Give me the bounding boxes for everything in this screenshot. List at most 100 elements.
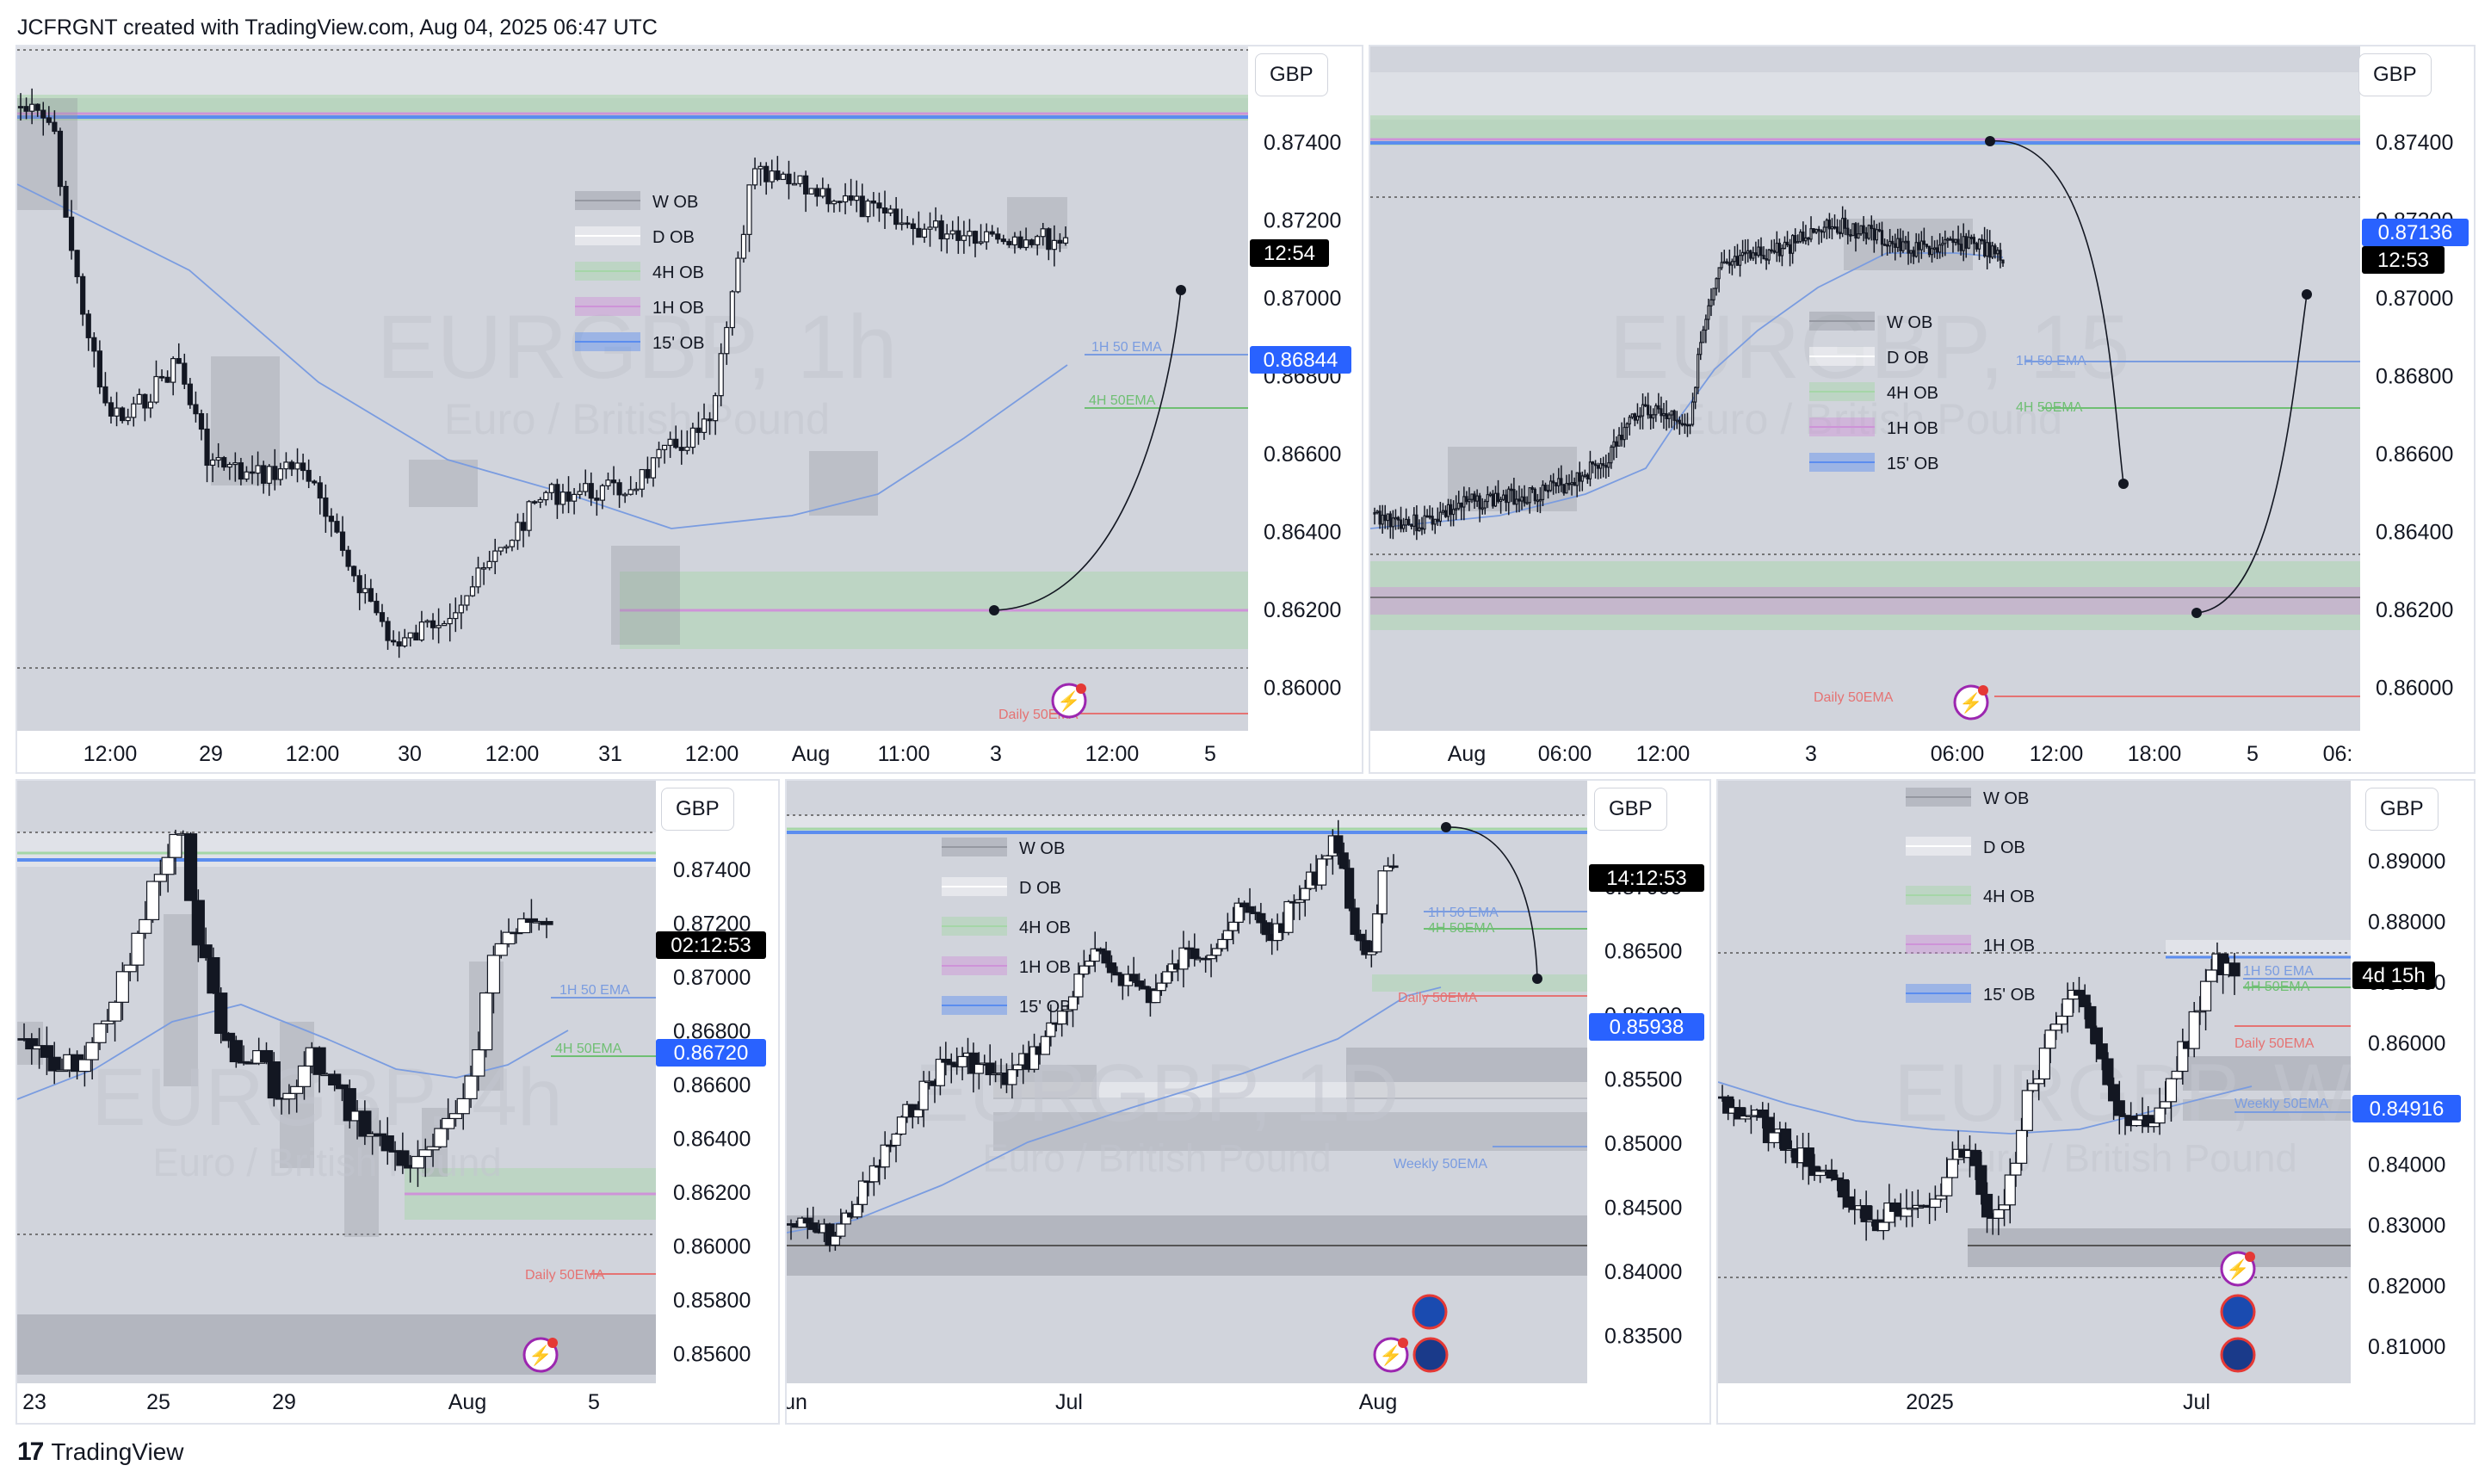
currency-button[interactable]: GBP [2365, 788, 2438, 831]
ema-label: 1H 50 EMA [1428, 906, 1499, 920]
candle-body [418, 621, 425, 641]
candle-body [1891, 240, 1895, 244]
alert-dot [1978, 685, 1988, 696]
candle-body [345, 549, 351, 567]
candle-body [1949, 238, 1952, 241]
candle-body [1749, 250, 1752, 259]
candle-body [1944, 238, 1947, 244]
candle-body [1552, 480, 1555, 484]
candle-body [803, 175, 809, 195]
candle-body [1462, 496, 1466, 508]
candle-body [277, 468, 283, 480]
current-price-badge: 0.85938 [1610, 1016, 1684, 1039]
candle-body [1725, 261, 1728, 264]
candle-body [1468, 498, 1471, 503]
candle-body [1927, 245, 1932, 256]
candle-body [1983, 239, 1987, 257]
chart-panel-1w[interactable]: EURGBP, W Euro / British Pound W OB D OB 4H … [1716, 779, 2476, 1425]
candle-body [946, 1061, 956, 1066]
chart-panel-15m[interactable]: EURGBP, 15 Euro / British Pound W OB D OB 4H… [1369, 45, 2476, 774]
countdown-badge-bg [656, 931, 766, 959]
candle-body [1381, 514, 1384, 525]
candle-body [780, 173, 786, 181]
candle-body [1475, 495, 1479, 502]
countdown-badge: 12:54 [1264, 242, 1315, 265]
currency-button[interactable]: GBP [661, 788, 734, 831]
candle-body [1245, 906, 1255, 913]
candle-body [1011, 236, 1018, 245]
currency-button[interactable]: GBP [1255, 53, 1328, 96]
ema-label: 1H 50 EMA [2016, 354, 2086, 368]
ema-label: 4H 50EMA [555, 1042, 622, 1056]
candle-body [1991, 245, 1994, 258]
weekly-zone [17, 46, 1248, 98]
candle-body [1580, 475, 1584, 482]
legend-label: 4H OB [1983, 887, 2035, 906]
candle-body [1228, 921, 1239, 931]
price-tick-label: 0.86400 [1264, 521, 1341, 545]
candle-body [198, 413, 205, 430]
candle-body [1567, 483, 1571, 485]
currency-button[interactable]: GBP [1594, 788, 1667, 831]
candle-body [1796, 241, 1800, 244]
time-tick-label: 06: [2323, 742, 2353, 766]
candle-body [1704, 318, 1708, 331]
current-price-badge: 0.87136 [2378, 221, 2453, 244]
watermark-symbol: EURGBP, 4h [91, 1052, 562, 1143]
candle-body [1662, 412, 1666, 417]
candle-body [1986, 242, 1989, 257]
candle-body [854, 195, 860, 201]
candle-body [1355, 933, 1366, 942]
candle-body [1610, 446, 1613, 464]
watermark-symbol: EURGBP, 1h [376, 297, 897, 398]
chart-panel-1d[interactable]: EURGBP, 1D Euro / British Pound W OB D OB 4H… [785, 779, 1711, 1425]
candle-body [1256, 912, 1266, 924]
candle-body [808, 188, 814, 195]
candle-body [1415, 514, 1419, 532]
candle-body [40, 109, 46, 119]
candle-body [1394, 516, 1398, 520]
candle-body [1407, 518, 1411, 526]
candle-body [1507, 488, 1511, 504]
time-tick-label: un [787, 1390, 807, 1414]
candle-body [1388, 513, 1392, 528]
candle-body [1827, 220, 1832, 230]
candle-body [577, 491, 583, 496]
candle-body [913, 1109, 924, 1118]
chart-panel-1h[interactable]: EURGBP, 1h Euro / British Pound W OB D OB 4H… [15, 45, 1363, 774]
candle-body [1473, 493, 1476, 502]
candle-body [684, 446, 690, 451]
candle-body [1602, 463, 1605, 467]
candle-body [1833, 226, 1837, 229]
candle-body [1652, 414, 1655, 419]
candle-body [2033, 1078, 2045, 1085]
candle-body [1882, 244, 1887, 246]
chart-panel-4h[interactable]: EURGBP, 4h Euro / British Pound 1H 50 EMA 4… [15, 779, 780, 1425]
candle-body [1046, 228, 1052, 250]
candle-body [1880, 230, 1884, 245]
candle-body [114, 407, 120, 417]
countdown-badge: 02:12:53 [671, 934, 751, 957]
daily-ob-zone-2 [2183, 1099, 2351, 1121]
currency-button[interactable]: GBP [2358, 53, 2432, 96]
candle-body [1565, 483, 1568, 494]
candle-body [2188, 1011, 2200, 1049]
candle-body [1694, 386, 1697, 403]
candle-body [1932, 247, 1937, 250]
candle-body [1612, 441, 1616, 448]
candle-body [238, 462, 244, 480]
candle-body [1555, 482, 1558, 487]
candle-body [1757, 246, 1760, 257]
candle-body [1573, 482, 1576, 486]
candle-body [1051, 239, 1057, 250]
candle-body [729, 291, 735, 329]
candle-body [492, 550, 498, 562]
candle-body [763, 165, 770, 182]
candle-body [1085, 960, 1095, 967]
weekly-zone [1370, 72, 2360, 120]
